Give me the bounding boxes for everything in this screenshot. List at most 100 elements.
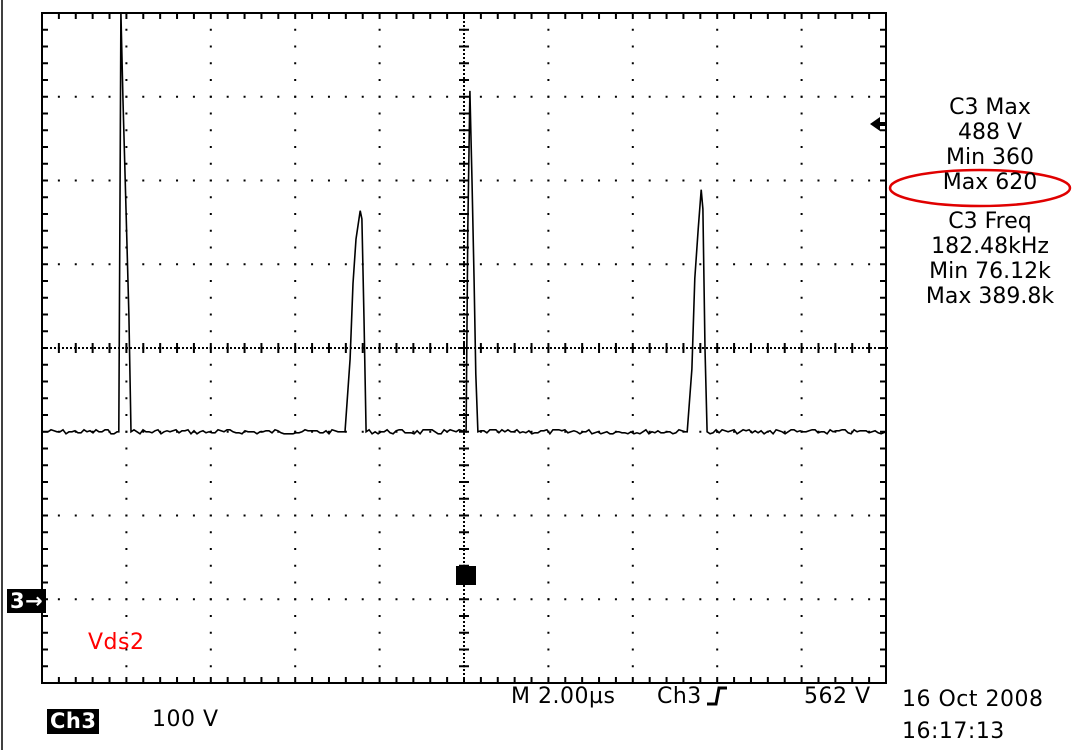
trigger-level: 562 V — [804, 684, 871, 709]
grid-dot — [378, 45, 381, 48]
border-tick — [125, 677, 128, 683]
grid-dot — [547, 79, 550, 81]
border-tick — [614, 677, 617, 683]
center-axis-dot — [463, 317, 465, 319]
center-axis-dot — [463, 189, 465, 191]
grid-dot — [209, 615, 212, 617]
grid-dot — [209, 229, 212, 232]
center-axis-dot — [286, 347, 288, 349]
center-axis-dot — [254, 347, 256, 349]
grid-dot — [243, 95, 246, 98]
grid-dot — [125, 430, 128, 433]
border-tick — [880, 598, 886, 601]
grid-dot — [125, 95, 128, 98]
grid-dot — [513, 598, 516, 601]
center-axis-dot — [822, 347, 824, 349]
grid-dot — [91, 514, 94, 517]
center-axis-dot — [463, 661, 465, 663]
border-tick — [834, 677, 837, 683]
border-tick — [42, 129, 48, 132]
trigger-position-marker — [456, 566, 476, 585]
center-axis-dot — [154, 347, 156, 349]
center-axis-dot — [434, 347, 436, 349]
grid-dot — [243, 263, 246, 266]
center-axis-dot — [778, 347, 780, 349]
center-axis-dot — [498, 347, 500, 349]
freq-min: Min 76.12k — [929, 259, 1051, 284]
grid-dot — [800, 380, 803, 383]
grid-dot — [294, 229, 297, 232]
grid-dot — [682, 95, 685, 98]
grid-dot — [159, 263, 162, 266]
grid-dot — [631, 179, 634, 182]
grid-dot — [716, 263, 719, 266]
grid-dot — [716, 95, 719, 98]
border-tick — [42, 414, 48, 416]
grid-dot — [209, 514, 212, 517]
border-tick — [42, 497, 48, 500]
center-axis-tick — [459, 598, 469, 601]
grid-dot — [412, 95, 415, 98]
grid-dot — [766, 514, 769, 517]
center-axis-dot — [463, 77, 465, 79]
center-axis-dot — [463, 217, 465, 219]
center-axis-dot — [463, 469, 465, 471]
border-tick — [880, 45, 886, 48]
grid-dot — [716, 313, 719, 316]
center-axis-dot — [463, 169, 465, 171]
grid-dot — [294, 280, 297, 282]
center-axis-dot — [463, 545, 465, 547]
border-tick — [108, 677, 111, 683]
center-axis-tick — [614, 343, 617, 353]
grid-dot — [547, 330, 550, 333]
center-axis-dot — [463, 365, 465, 367]
center-axis-dot — [463, 417, 465, 419]
grid-dot — [766, 95, 769, 98]
grid-dot — [209, 196, 212, 199]
grid-dot — [327, 598, 330, 601]
grid-dot — [125, 280, 128, 282]
border-tick — [42, 95, 48, 98]
center-axis-dot — [870, 347, 872, 349]
grid-dot — [344, 179, 347, 182]
grid-dot — [783, 430, 786, 433]
center-axis-dot — [398, 347, 400, 349]
center-axis-dot — [638, 347, 640, 349]
center-axis-dot — [386, 347, 388, 349]
border-tick — [209, 13, 212, 19]
grid-dot — [125, 179, 128, 182]
grid-dot — [496, 95, 499, 98]
center-axis-dot — [78, 347, 80, 349]
grid-dot — [598, 95, 601, 98]
border-tick — [361, 677, 364, 683]
grid-dot — [378, 414, 381, 416]
center-axis-dot — [574, 347, 576, 349]
grid-dot — [547, 481, 550, 483]
grid-dot — [598, 514, 601, 517]
grid-dot — [834, 263, 837, 266]
center-axis-dot — [698, 347, 700, 349]
border-tick — [42, 380, 48, 383]
grid-dot — [378, 397, 381, 400]
center-axis-tick — [91, 343, 94, 353]
center-axis-dot — [463, 485, 465, 487]
border-tick — [91, 13, 94, 19]
grid-dot — [74, 95, 77, 98]
freq-title: C3 Freq — [948, 209, 1032, 234]
border-tick — [42, 45, 48, 48]
center-axis-dot — [162, 347, 164, 349]
grid-dot — [851, 263, 854, 266]
grid-dot — [378, 514, 381, 517]
center-axis-dot — [146, 347, 148, 349]
grid-dot — [142, 95, 145, 98]
grid-dot — [631, 280, 634, 282]
grid-dot — [294, 380, 297, 383]
grid-dot — [209, 397, 212, 400]
border-tick — [581, 677, 584, 683]
grid-dot — [479, 430, 482, 433]
center-axis-tick — [459, 380, 469, 383]
center-axis-tick — [766, 343, 769, 353]
grid-dot — [716, 296, 719, 299]
grid-dot — [800, 481, 803, 483]
timebase: M 2.00µs — [511, 684, 616, 709]
